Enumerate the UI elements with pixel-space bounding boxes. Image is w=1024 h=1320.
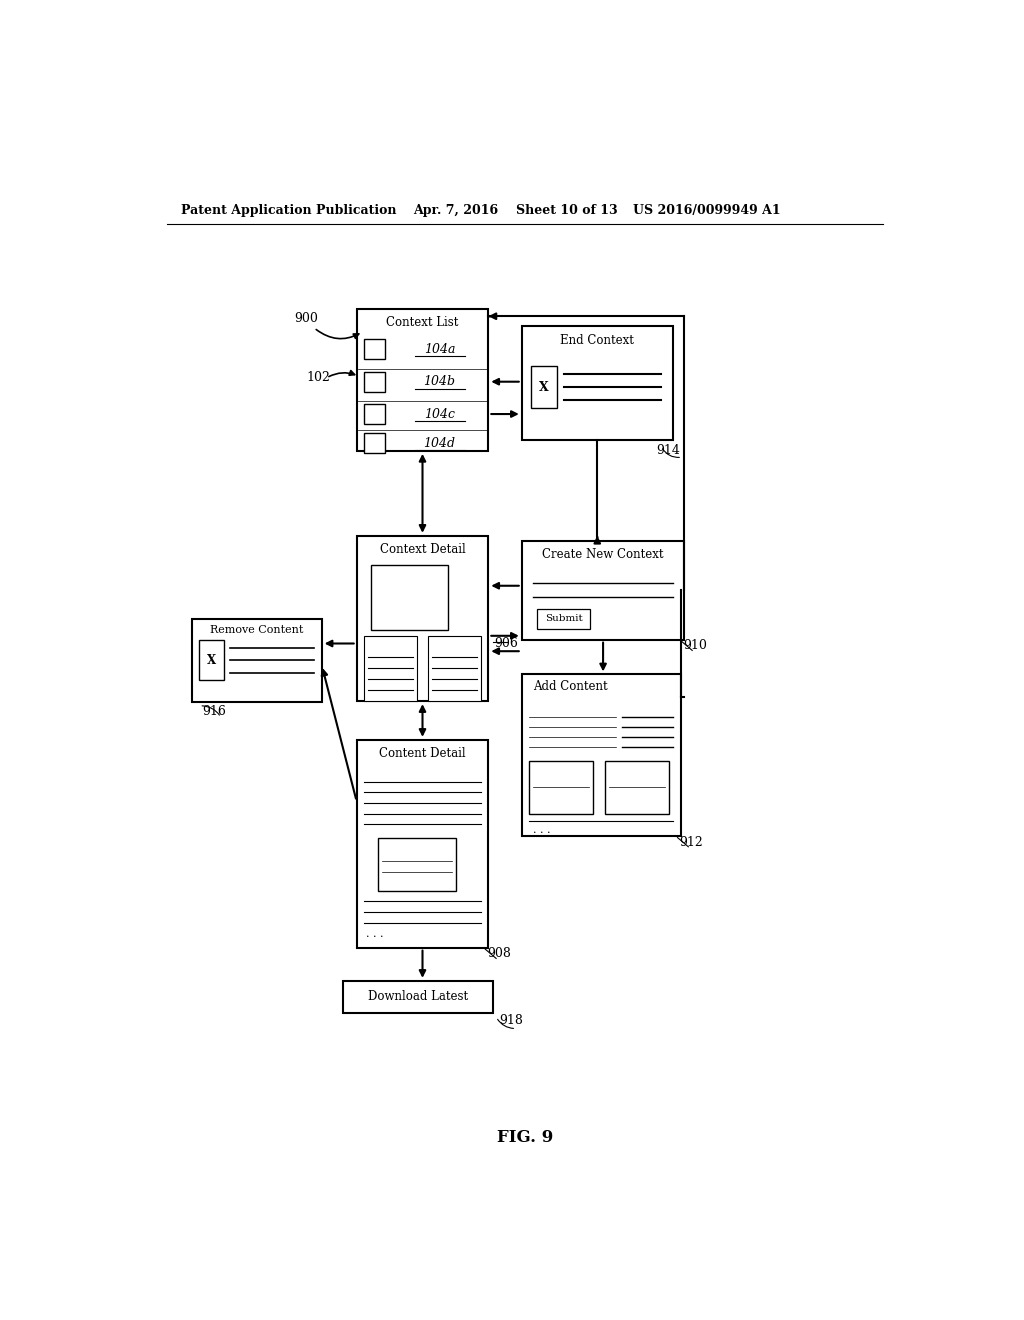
Text: End Context: End Context — [560, 334, 634, 347]
Bar — [343, 981, 493, 1014]
Bar — [191, 619, 322, 702]
Bar — [417, 763, 470, 775]
Bar — [605, 760, 669, 814]
Text: 908: 908 — [486, 948, 511, 961]
Bar — [538, 609, 590, 628]
Bar — [429, 638, 479, 649]
Text: . . .: . . . — [532, 825, 550, 834]
Text: Create New Context: Create New Context — [543, 548, 664, 561]
Text: 104c: 104c — [424, 408, 455, 421]
Text: Apr. 7, 2016: Apr. 7, 2016 — [414, 205, 499, 218]
Text: Patent Application Publication: Patent Application Publication — [180, 205, 396, 218]
Bar — [200, 640, 224, 681]
Bar — [428, 636, 480, 701]
Bar — [531, 367, 557, 408]
Text: 910: 910 — [683, 639, 707, 652]
Text: 104d: 104d — [424, 437, 456, 450]
Text: . . .: . . . — [366, 929, 383, 939]
Text: Add Content: Add Content — [534, 680, 608, 693]
Text: Content Detail: Content Detail — [379, 747, 466, 760]
Text: Download Latest: Download Latest — [369, 990, 468, 1003]
Bar — [371, 565, 449, 631]
Text: 104a: 104a — [424, 343, 456, 356]
Text: Context List: Context List — [386, 315, 459, 329]
Text: Context Detail: Context Detail — [380, 543, 465, 556]
Bar — [366, 638, 416, 649]
Text: 914: 914 — [655, 445, 680, 458]
Text: US 2016/0099949 A1: US 2016/0099949 A1 — [633, 205, 781, 218]
Text: 916: 916 — [203, 705, 226, 718]
Bar — [623, 697, 668, 709]
Text: 104b: 104b — [424, 375, 456, 388]
Bar — [356, 536, 488, 701]
Bar — [365, 404, 385, 424]
Bar — [521, 675, 681, 836]
Text: 900: 900 — [295, 312, 318, 325]
Bar — [529, 760, 593, 814]
Bar — [365, 433, 385, 453]
Bar — [365, 636, 417, 701]
Text: X: X — [540, 380, 549, 393]
Text: FIG. 9: FIG. 9 — [497, 1130, 553, 1146]
Bar — [365, 372, 385, 392]
Text: 918: 918 — [500, 1014, 523, 1027]
Bar — [378, 838, 456, 891]
Text: Sheet 10 of 13: Sheet 10 of 13 — [515, 205, 617, 218]
Bar — [365, 339, 385, 359]
Text: Remove Content: Remove Content — [210, 624, 303, 635]
Bar — [356, 739, 488, 948]
Text: 912: 912 — [679, 836, 702, 849]
Text: Submit: Submit — [545, 614, 583, 623]
Text: X: X — [207, 653, 216, 667]
Bar — [356, 309, 488, 451]
Bar — [521, 541, 684, 640]
Text: 102: 102 — [306, 371, 330, 384]
Bar — [521, 326, 673, 441]
Text: 906: 906 — [495, 638, 518, 649]
